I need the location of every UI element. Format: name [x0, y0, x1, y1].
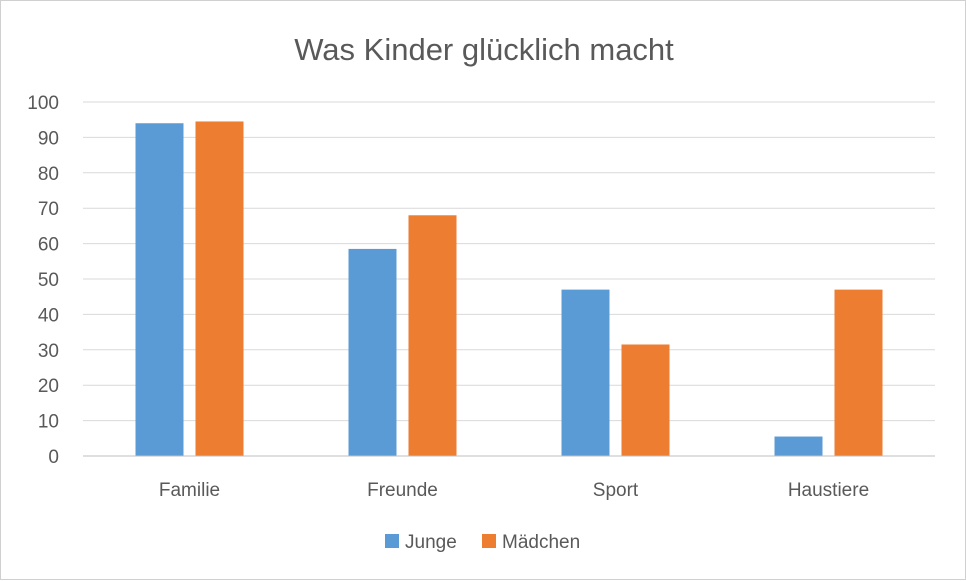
- category-labels: Familie Freunde Sport Haustiere: [159, 480, 869, 501]
- legend-label: Junge: [405, 532, 457, 553]
- x-category-label: Familie: [159, 480, 220, 501]
- bar-familie-junge: [135, 123, 184, 457]
- bar-haustiere-junge: [774, 436, 823, 456]
- x-category-label: Freunde: [367, 480, 438, 501]
- y-tick-label: 0: [48, 447, 59, 468]
- y-tick-label: 60: [38, 235, 59, 256]
- bar-sport-mdchen: [621, 344, 670, 456]
- bars: [135, 121, 883, 457]
- bar-haustiere-mdchen: [834, 289, 883, 456]
- legend-label: Mädchen: [502, 532, 580, 553]
- chart-title: Was Kinder glücklich macht: [294, 32, 674, 67]
- y-tick-label: 20: [38, 376, 59, 397]
- legend: Junge Mädchen: [385, 532, 580, 553]
- legend-swatch-mdchen: [482, 534, 496, 548]
- y-tick-label: 80: [38, 164, 59, 185]
- bar-freunde-junge: [348, 248, 397, 456]
- y-tick-label: 90: [38, 128, 59, 149]
- y-tick-label: 50: [38, 270, 59, 291]
- y-tick-label: 10: [38, 412, 59, 433]
- bar-familie-mdchen: [195, 121, 244, 456]
- x-category-label: Haustiere: [788, 480, 869, 501]
- legend-swatch-junge: [385, 534, 399, 548]
- y-tick-label: 40: [38, 305, 59, 326]
- y-tick-label: 70: [38, 199, 59, 220]
- y-tick-label: 30: [38, 341, 59, 362]
- bar-freunde-mdchen: [408, 215, 457, 456]
- bar-sport-junge: [561, 289, 610, 456]
- x-category-label: Sport: [593, 480, 639, 501]
- y-tick-label: 100: [27, 93, 59, 114]
- y-axis-ticks: 0 10 20 30 40 50 60 70 80 90 100: [27, 93, 59, 468]
